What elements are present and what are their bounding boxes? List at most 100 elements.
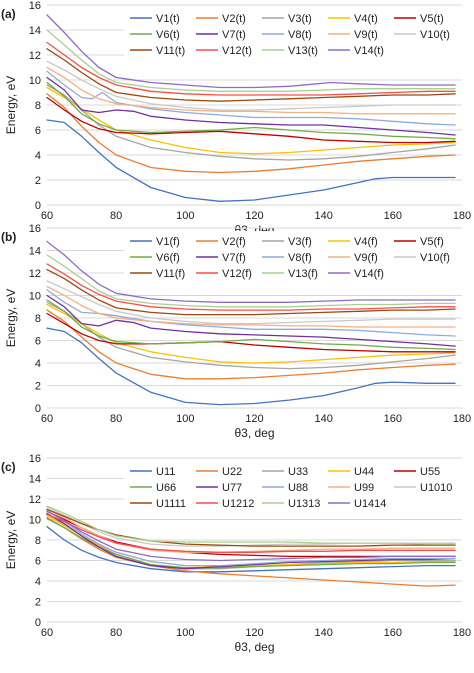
x-tick-label: 120 [245,627,263,639]
legend-entry: V4(t) [354,13,378,25]
series-line-V7(t) [46,76,456,136]
legend-entry: U66 [156,482,176,494]
y-tick-label: 6 [35,556,41,568]
series-line-V4(f) [46,303,456,364]
series-line-V12(f) [46,263,456,311]
chart-panel-3: 0 2 4 6 8 10 12 14 16 60 80 100 120 140 160 180 θ3, deg E… [1,453,471,654]
series-line-V12(t) [46,41,456,96]
legend-entry: U55 [420,466,440,478]
x-tick-label: 60 [41,210,53,222]
chart-panel-2: 0 2 4 6 8 10 12 14 16 60 80 100 120 140 160 180 θ3, deg E… [1,223,471,440]
y-tick-label: 10 [29,75,41,87]
y-tick-label: 2 [35,175,41,187]
x-tick-label: 160 [384,627,402,639]
series-line-U1111 [46,508,456,547]
y-tick-label: 14 [29,474,41,486]
y-tick-label: 8 [35,100,41,112]
series-line-V9(f) [46,285,456,328]
y-tick-label: 16 [29,223,41,235]
y-tick-label: 6 [35,125,41,137]
legend-entry: V12(t) [222,45,252,57]
x-tick-label: 160 [384,210,402,222]
series-line-V4(t) [46,86,456,155]
legend-entry: V1(f) [156,236,180,248]
legend-entry: V5(f) [420,236,444,248]
legend-entry: U77 [222,482,242,494]
legend-entry: U22 [222,466,242,478]
series-line-V6(f) [46,299,456,351]
series-line-U1313 [46,505,456,545]
legend-entry: U1414 [354,498,386,510]
y-tick-label: 12 [29,50,41,62]
x-tick-label: 80 [110,413,122,425]
legend-entry: V3(t) [288,13,312,25]
x-tick-label: 100 [176,210,194,222]
legend-entry: V14(f) [354,268,384,280]
legend-entry: U1010 [420,482,452,494]
y-axis-label: Energy, eV [4,76,18,134]
y-tick-label: 16 [29,0,41,12]
y-tick-label: 4 [35,358,41,370]
legend-entry: V1(t) [156,13,180,25]
x-tick-label: 140 [314,627,332,639]
legend-entry: V4(f) [354,236,378,248]
panel-label: (a) [1,7,16,21]
series-line-V1(f) [46,327,456,406]
legend-entry: V8(f) [288,252,312,264]
series-line-V13(t) [46,29,456,92]
series-line-V2(t) [46,93,456,174]
series-line-U22 [46,516,456,587]
series-line-U1414 [46,510,456,562]
series-line-V6(t) [46,81,456,140]
panel-label: (c) [1,460,16,474]
legend-entry: V2(t) [222,13,246,25]
legend-entry: V11(t) [156,45,185,57]
y-tick-label: 0 [35,403,41,415]
x-tick-label: 100 [176,627,194,639]
y-axis-label: Energy, eV [4,289,18,347]
series-line-V13(f) [46,254,456,308]
y-tick-label: 8 [35,313,41,325]
legend-entry: V5(t) [420,13,444,25]
legend-entry: V13(f) [288,268,318,280]
series-line-V14(t) [46,14,456,89]
x-tick-label: 180 [453,627,471,639]
x-tick-label: 140 [314,210,332,222]
y-tick-label: 12 [29,268,41,280]
legend-entry: U1212 [222,498,254,510]
series-line-V10(t) [46,60,456,111]
y-tick-label: 2 [35,597,41,609]
legend-entry: V13(t) [288,45,318,57]
y-tick-label: 14 [29,246,41,258]
legend-entry: V11(f) [156,268,185,280]
legend-entry: V2(f) [222,236,246,248]
x-tick-label: 60 [41,627,53,639]
series-line-V11(f) [46,268,456,316]
series-line-V14(f) [46,240,456,303]
y-tick-label: 10 [29,291,41,303]
y-tick-label: 4 [35,150,41,162]
legend-entry: V7(t) [222,29,246,41]
legend-entry: U33 [288,466,308,478]
series-line-U66 [46,517,456,569]
x-tick-label: 60 [41,413,53,425]
x-tick-label: 80 [110,627,122,639]
panel-label: (b) [1,230,16,244]
y-tick-label: 6 [35,336,41,348]
series-line-U1212 [46,513,456,553]
legend-entry: V8(t) [288,29,312,41]
legend-entry: V9(t) [354,29,378,41]
series-line-V2(f) [46,309,456,380]
x-tick-label: 120 [245,210,263,222]
series-line-V1(t) [46,119,456,202]
x-tick-label: 140 [314,413,332,425]
y-tick-label: 2 [35,381,41,393]
legend-entry: V12(f) [222,268,252,280]
series-line-V11(t) [46,48,456,102]
x-axis-label: θ3, deg [234,426,274,440]
legend-entry: U88 [288,482,308,494]
y-tick-label: 8 [35,535,41,547]
y-tick-label: 0 [35,200,41,212]
legend-entry: V10(t) [420,29,450,41]
